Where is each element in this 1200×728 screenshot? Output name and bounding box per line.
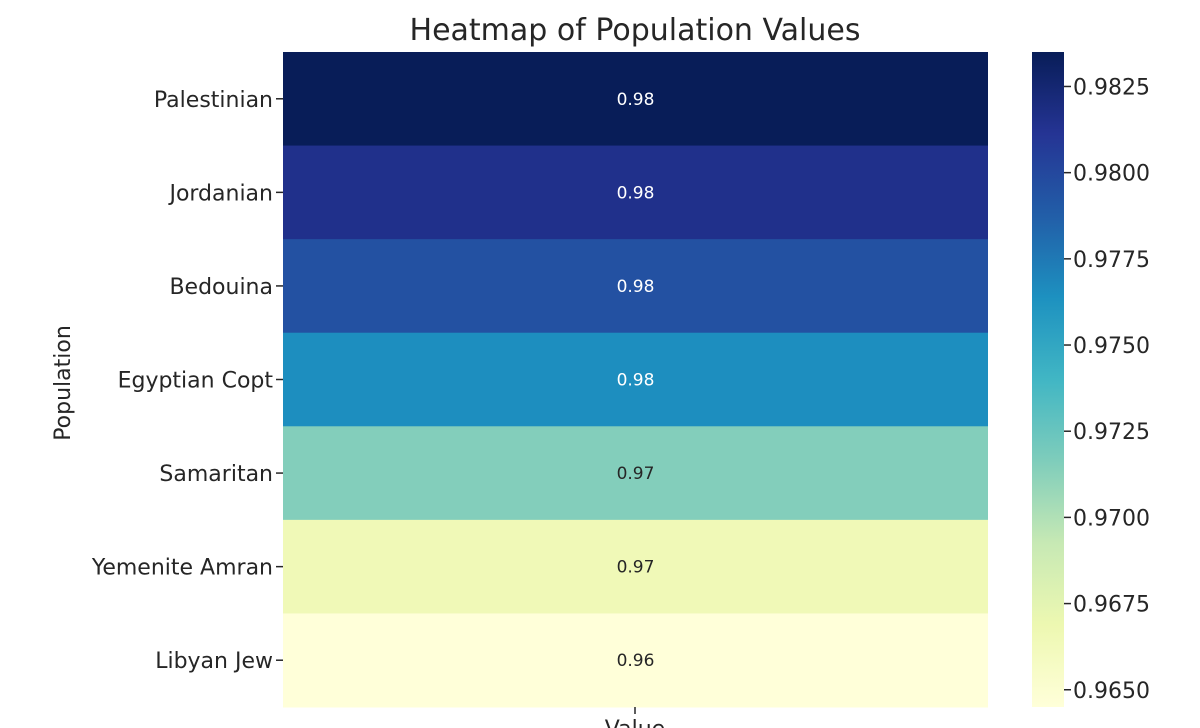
y-tick-label: Egyptian Copt [118, 369, 274, 394]
heatmap-cell [283, 145, 988, 240]
heatmap-cell [283, 613, 988, 708]
colorbar-tick-label: 0.9750 [1073, 334, 1150, 359]
x-axis-label: Value [605, 717, 665, 728]
y-tick-label: Yemenite Amran [91, 556, 273, 581]
heatmap-cell [283, 52, 988, 147]
colorbar-tick-label: 0.9675 [1073, 593, 1150, 618]
colorbar-tick-label: 0.9800 [1073, 162, 1150, 187]
cell-annotation: 0.98 [617, 90, 655, 110]
cell-annotation: 0.97 [617, 558, 655, 578]
colorbar-tick-label: 0.9700 [1073, 506, 1150, 531]
y-tick-label: Libyan Jew [155, 649, 273, 674]
colorbar-tick-label: 0.9775 [1073, 248, 1150, 273]
y-tick-label: Palestinian [154, 88, 273, 113]
y-tick-label: Samaritan [159, 462, 273, 487]
chart-title: Heatmap of Population Values [410, 13, 861, 48]
colorbar [1032, 52, 1064, 707]
cell-annotation: 0.97 [617, 464, 655, 484]
cell-annotation: 0.98 [617, 277, 655, 297]
colorbar-tick-label: 0.9725 [1073, 420, 1150, 445]
heatmap-cell [283, 426, 988, 521]
heatmap-cell [283, 519, 988, 614]
colorbar-tick-label: 0.9650 [1073, 679, 1150, 704]
colorbar-tick-label: 0.9825 [1073, 75, 1150, 100]
y-tick-label: Jordanian [167, 181, 273, 206]
cell-annotation: 0.98 [617, 371, 655, 391]
heatmap-cell [283, 239, 988, 334]
cell-annotation: 0.98 [617, 183, 655, 203]
y-axis-label: Population [51, 325, 76, 441]
heatmap-cell [283, 332, 988, 427]
cell-annotation: 0.96 [617, 651, 655, 671]
y-tick-label: Bedouina [169, 275, 273, 300]
